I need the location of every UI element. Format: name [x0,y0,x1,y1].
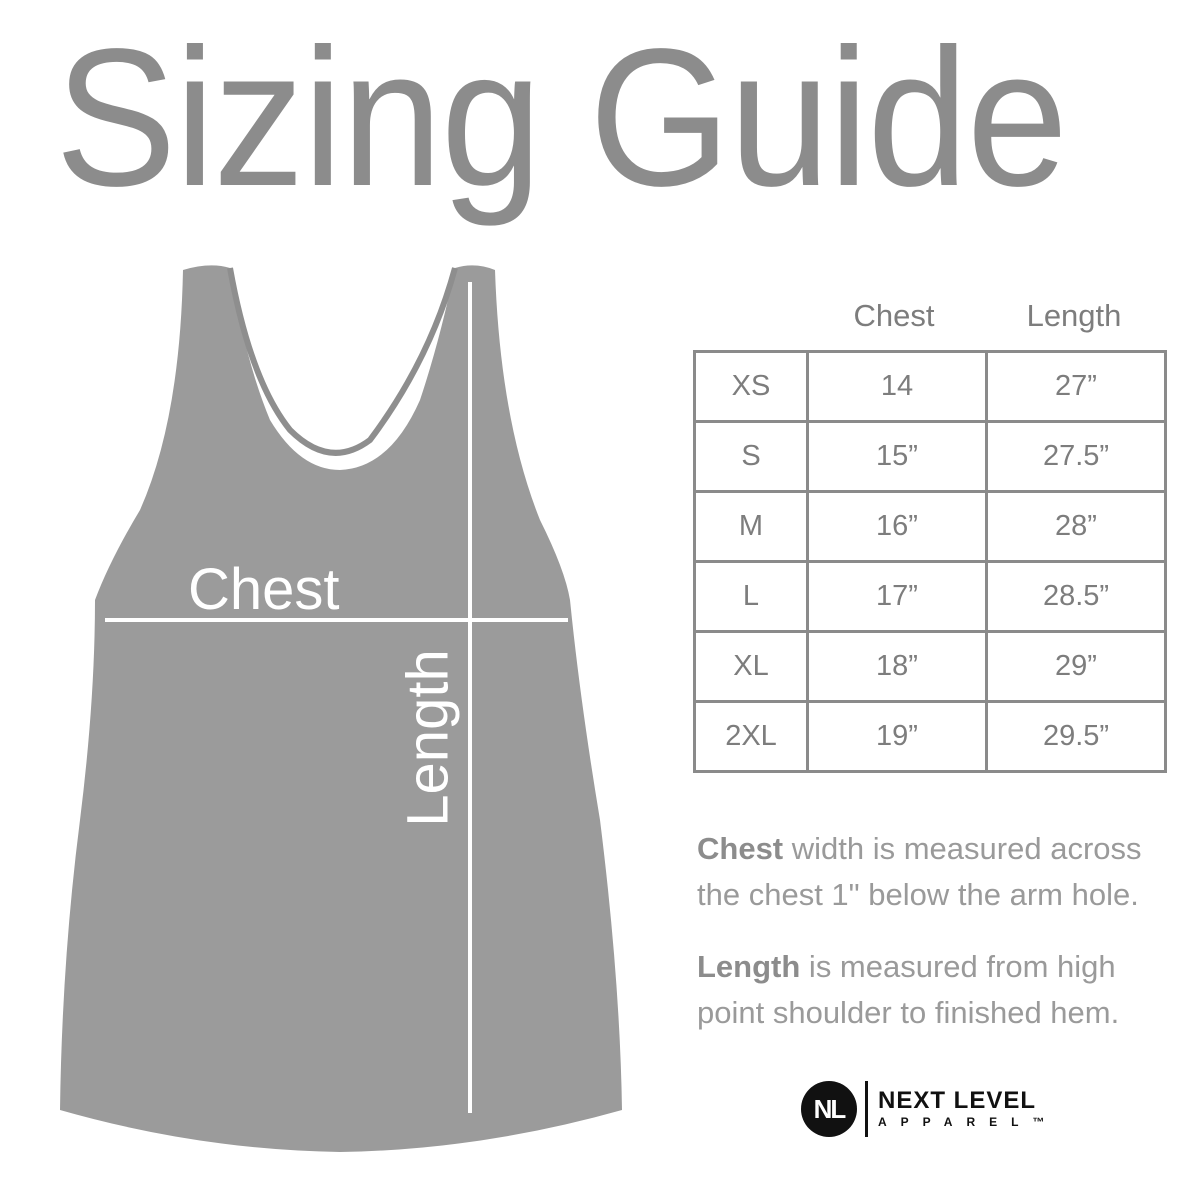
tank-top-body [60,265,622,1152]
chest-cell: 19” [806,700,988,773]
length-cell: 28.5” [985,560,1167,633]
table-row: M 16” 28” [693,490,1167,563]
chest-note-text: width is measured across the chest 1" be… [697,831,1142,912]
logo-line1: NEXT LEVEL [878,1087,1037,1114]
table-row: S 15” 27.5” [693,420,1167,493]
logo-mark: NL [801,1081,857,1137]
size-cell: M [693,490,809,563]
chest-cell: 17” [806,560,988,633]
length-note: Length is measured from high point shoul… [697,944,1157,1036]
length-cell: 27” [985,350,1167,423]
length-note-text: is measured from high point shoulder to … [697,949,1120,1030]
length-note-term: Length [697,949,801,984]
header-chest: Chest [853,298,935,333]
chest-cell: 14 [806,350,988,423]
table-row: XL 18” 29” [693,630,1167,703]
size-cell: L [693,560,809,633]
chest-cell: 18” [806,630,988,703]
length-cell: 28” [985,490,1167,563]
brand-logo: NL NEXT LEVEL APPAREL™ [801,1081,1058,1137]
size-cell: 2XL [693,700,809,773]
chest-measure-label: Chest [188,557,340,622]
chest-cell: 15” [806,420,988,493]
table-row: XS 14 27” [693,350,1167,423]
tank-top-illustration [60,265,622,1152]
size-cell: XL [693,630,809,703]
header-length: Length [1026,298,1122,333]
table-row: 2XL 19” 29.5” [693,700,1167,773]
length-cell: 27.5” [985,420,1167,493]
chest-note: Chest width is measured across the chest… [697,826,1177,918]
chest-cell: 16” [806,490,988,563]
length-cell: 29.5” [985,700,1167,773]
page-title: Sizing Guide [55,8,1068,227]
size-cell: XS [693,350,809,423]
logo-divider [865,1081,868,1137]
racerback-inner [227,267,458,456]
logo-line2: APPAREL™ [878,1115,1059,1129]
chest-note-term: Chest [697,831,784,866]
size-cell: S [693,420,809,493]
length-cell: 29” [985,630,1167,703]
size-table: XS 14 27” S 15” 27.5” M 16” 28” L 17” 28.5” XL 18… [693,350,1167,773]
length-measure-label: Length [395,649,461,827]
table-row: L 17” 28.5” [693,560,1167,633]
